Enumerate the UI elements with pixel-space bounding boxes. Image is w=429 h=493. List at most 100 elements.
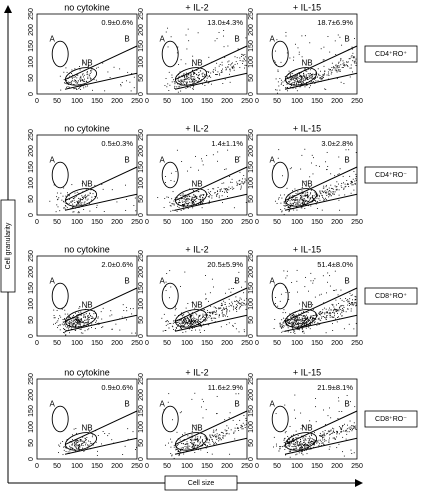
dot	[281, 324, 283, 326]
dot	[200, 199, 202, 201]
dot	[192, 319, 194, 321]
dot	[346, 180, 348, 182]
dot	[193, 443, 195, 445]
dot	[119, 329, 121, 331]
dot	[330, 417, 332, 419]
gate-label-b: B	[124, 156, 129, 165]
dot	[334, 175, 336, 177]
dot	[221, 71, 223, 73]
dot	[178, 80, 180, 82]
dot	[82, 76, 84, 78]
dot	[76, 191, 78, 193]
gate-label-a: A	[50, 277, 56, 286]
dot	[291, 282, 293, 283]
dot	[82, 436, 84, 438]
dot	[243, 331, 245, 333]
dot	[311, 81, 313, 83]
dot	[97, 316, 99, 318]
dot	[300, 442, 302, 444]
dot	[228, 305, 230, 307]
dot	[176, 444, 178, 446]
dot	[287, 321, 289, 323]
y-tick-label: 100	[28, 177, 35, 189]
dot	[202, 313, 204, 315]
dot	[211, 312, 213, 314]
dot	[306, 200, 308, 202]
dot	[212, 312, 214, 313]
dot	[197, 75, 199, 77]
dot	[245, 37, 247, 39]
dot	[304, 67, 306, 69]
dot	[299, 443, 301, 445]
dot	[187, 323, 189, 324]
y-tick-label: 250	[138, 373, 145, 385]
dot	[182, 325, 184, 327]
dot	[318, 312, 320, 314]
dot	[196, 196, 198, 198]
dot	[328, 448, 330, 450]
dot	[349, 298, 351, 300]
dot	[289, 440, 291, 442]
dot	[304, 324, 306, 326]
dot	[301, 197, 303, 198]
dot	[283, 202, 285, 204]
dot	[285, 205, 287, 206]
dot	[184, 439, 186, 441]
dot	[335, 70, 337, 72]
dot	[336, 185, 338, 187]
dot	[289, 444, 291, 446]
dot	[313, 315, 315, 317]
dot	[355, 304, 357, 306]
dot	[312, 200, 314, 202]
dot	[191, 196, 193, 198]
dot	[351, 425, 352, 427]
dot	[299, 81, 301, 83]
dot	[169, 201, 171, 203]
dot	[285, 291, 287, 293]
dot	[353, 304, 354, 306]
dot	[78, 448, 80, 450]
dot	[347, 66, 349, 68]
dot	[319, 312, 321, 314]
dot	[224, 169, 226, 170]
dot	[53, 184, 55, 186]
dot	[316, 440, 318, 442]
dot	[290, 442, 292, 443]
dot	[296, 197, 298, 199]
dot	[295, 87, 297, 89]
dot	[235, 328, 237, 330]
y-tick-label: 50	[138, 195, 145, 203]
dot	[325, 318, 327, 320]
dot	[225, 69, 227, 71]
dot	[182, 314, 184, 316]
dot	[292, 202, 294, 204]
dot	[182, 448, 183, 450]
panel-title: + IL-2	[185, 244, 208, 254]
dot	[193, 194, 195, 196]
dot	[207, 437, 209, 439]
dot	[200, 70, 202, 72]
dot	[291, 197, 293, 199]
dot	[95, 67, 97, 69]
dot	[294, 330, 296, 332]
dot	[187, 87, 189, 88]
dot	[175, 447, 177, 449]
dot	[307, 316, 309, 318]
dot	[304, 208, 306, 209]
dot	[206, 77, 208, 79]
dot	[78, 321, 80, 323]
dot	[336, 181, 338, 183]
dot	[335, 309, 337, 311]
dot	[201, 73, 203, 75]
dot	[78, 88, 80, 90]
dot	[329, 285, 331, 287]
dot	[231, 67, 233, 69]
dot	[346, 428, 348, 430]
dot	[339, 306, 341, 308]
dot	[355, 305, 357, 307]
dot	[87, 322, 89, 323]
dot	[294, 76, 296, 78]
dot	[303, 317, 305, 319]
dot	[276, 39, 278, 41]
dot	[310, 72, 311, 74]
